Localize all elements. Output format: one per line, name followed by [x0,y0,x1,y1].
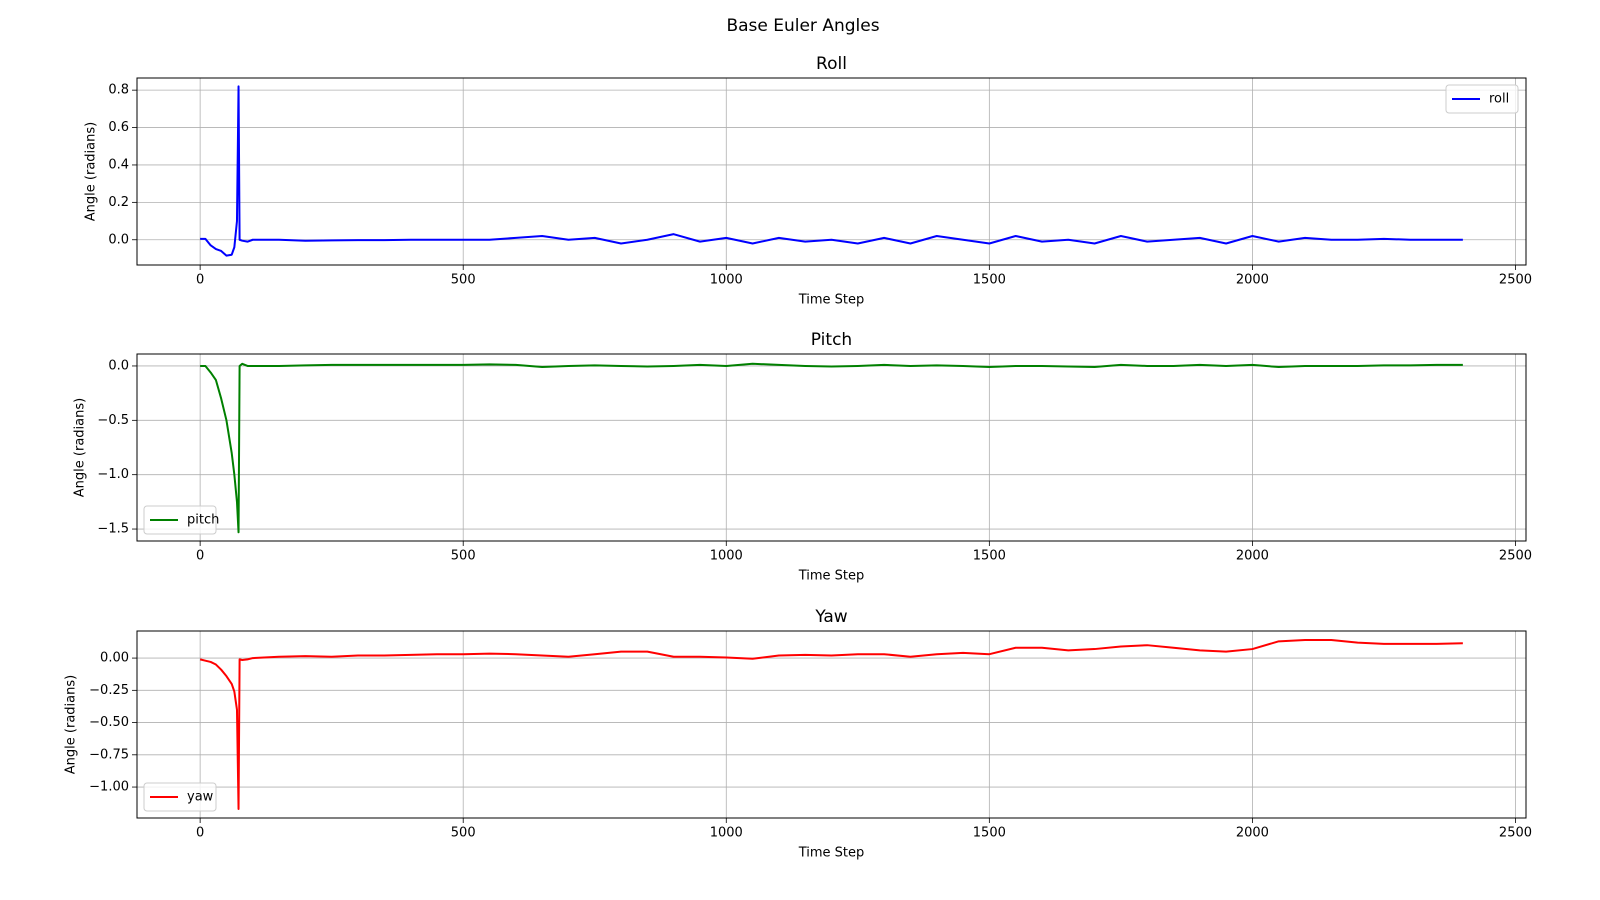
y-axis-label: Angle (radians) [73,398,88,497]
legend: roll [1445,84,1519,114]
plot-area [200,85,1463,257]
y-tick-label: −0.25 [89,683,129,698]
y-tick-label: −1.5 [97,522,129,537]
y-tick-label: 0.4 [108,157,129,172]
legend-box [143,782,217,812]
x-tick-label: 2500 [1499,549,1532,564]
legend-box [143,505,217,535]
legend: yaw [143,782,217,812]
y-tick-label: 0.6 [108,120,129,135]
legend-box [1445,84,1519,114]
line-series [199,639,1463,810]
y-axis-label: Angle (radians) [84,122,99,221]
x-tick-label: 1000 [710,549,743,564]
y-tick-label: 0.8 [108,83,129,98]
x-tick-label: 2000 [1236,549,1269,564]
x-tick-label: 1000 [710,273,743,288]
x-tick-label: 500 [451,273,476,288]
x-axis-label: Time Step [798,293,865,308]
x-axis-label: Time Step [798,569,865,584]
plot-area [199,639,1463,810]
figure-title: Base Euler Angles [726,16,879,36]
x-tick-label: 1500 [973,549,1006,564]
y-tick-label: 0.0 [108,358,129,373]
axes-frame [136,77,1527,266]
x-tick-label: 0 [196,549,204,564]
legend-label: pitch [187,513,219,528]
y-tick-label: −1.0 [97,467,129,482]
x-tick-label: 2500 [1499,273,1532,288]
line-series [200,85,1463,257]
x-axis-label: Time Step [798,846,865,861]
x-tick-label: 500 [451,826,476,841]
subplot-title: Roll [816,54,847,74]
x-tick-label: 2000 [1236,273,1269,288]
y-tick-label: 0.2 [108,195,129,210]
legend-label: yaw [187,790,214,805]
axes-frame [136,353,1527,542]
x-tick-label: 1500 [973,273,1006,288]
x-tick-label: 500 [451,549,476,564]
x-tick-label: 1000 [710,826,743,841]
y-tick-label: 0.00 [100,651,129,666]
x-tick-label: 0 [196,273,204,288]
plot-area [200,362,1463,534]
y-tick-label: −0.50 [89,715,129,730]
subplot-title: Yaw [814,607,847,627]
axes-frame [136,630,1527,819]
y-tick-label: −0.5 [97,413,129,428]
y-axis-label: Angle (radians) [64,675,79,774]
legend-label: roll [1489,92,1509,107]
x-tick-label: 2500 [1499,826,1532,841]
y-tick-label: 0.0 [108,232,129,247]
line-series [200,362,1463,534]
x-tick-label: 0 [196,826,204,841]
y-tick-label: −0.75 [89,747,129,762]
x-tick-label: 2000 [1236,826,1269,841]
subplot-title: Pitch [811,330,852,350]
y-tick-label: −1.00 [89,780,129,795]
x-tick-label: 1500 [973,826,1006,841]
legend: pitch [143,505,219,535]
